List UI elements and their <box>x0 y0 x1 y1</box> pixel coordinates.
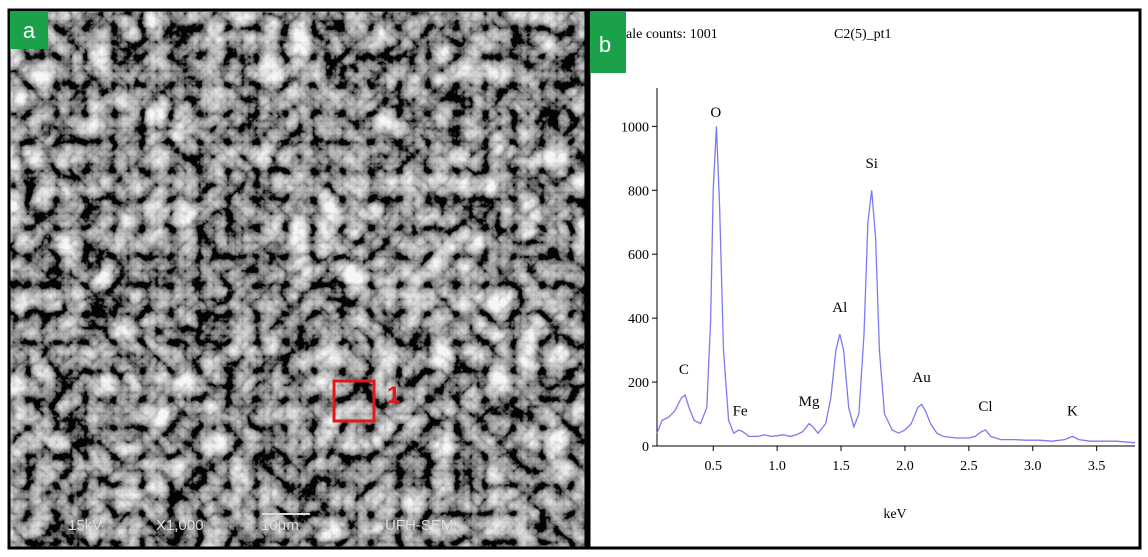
y-tick-label: 1000 <box>621 120 649 135</box>
y-tick-label: 800 <box>628 184 649 199</box>
peak-label: Al <box>832 300 847 316</box>
peak-label: Si <box>865 156 878 172</box>
peak-label: K <box>1067 404 1078 420</box>
x-tick-label: 3.5 <box>1088 459 1106 474</box>
x-tick-label: 0.5 <box>704 459 722 474</box>
sem-info: X1,000 <box>156 517 204 534</box>
panel-b-border <box>587 8 1142 550</box>
spectrum-line <box>656 126 1136 444</box>
peak-label: Mg <box>799 394 820 410</box>
panel-a-label: a <box>23 18 36 43</box>
panel-a-badge <box>10 11 48 49</box>
sem-info: 15kV <box>68 517 102 534</box>
peak-label: Fe <box>733 404 748 420</box>
chart-title: C2(5)_pt1 <box>834 27 892 42</box>
x-tick-label: 1.5 <box>832 459 850 474</box>
x-tick-label: 2.5 <box>960 459 978 474</box>
peak-label: Au <box>912 370 931 386</box>
y-tick-label: 0 <box>642 440 649 455</box>
sem-info: 10μm <box>261 517 299 534</box>
y-tick-label: 400 <box>628 312 649 327</box>
region-label: 1 <box>387 382 400 409</box>
peak-label: C <box>679 362 689 378</box>
x-tick-label: 2.0 <box>896 459 914 474</box>
chart-subtitle: ale counts: 1001 <box>626 27 718 42</box>
y-tick-label: 600 <box>628 248 649 263</box>
x-tick-label: 1.0 <box>768 459 786 474</box>
sem-image <box>9 10 586 548</box>
panel-b-badge <box>590 11 626 73</box>
y-tick-label: 200 <box>628 376 649 391</box>
peak-label: O <box>710 105 721 121</box>
peak-label: Cl <box>978 399 992 415</box>
region-box <box>332 379 376 423</box>
sem-info: UFH-SEM <box>385 517 453 534</box>
x-tick-label: 3.0 <box>1024 459 1042 474</box>
panel-b-label: b <box>599 32 611 57</box>
x-axis-label: keV <box>883 507 906 522</box>
panel-a-border <box>7 8 588 550</box>
